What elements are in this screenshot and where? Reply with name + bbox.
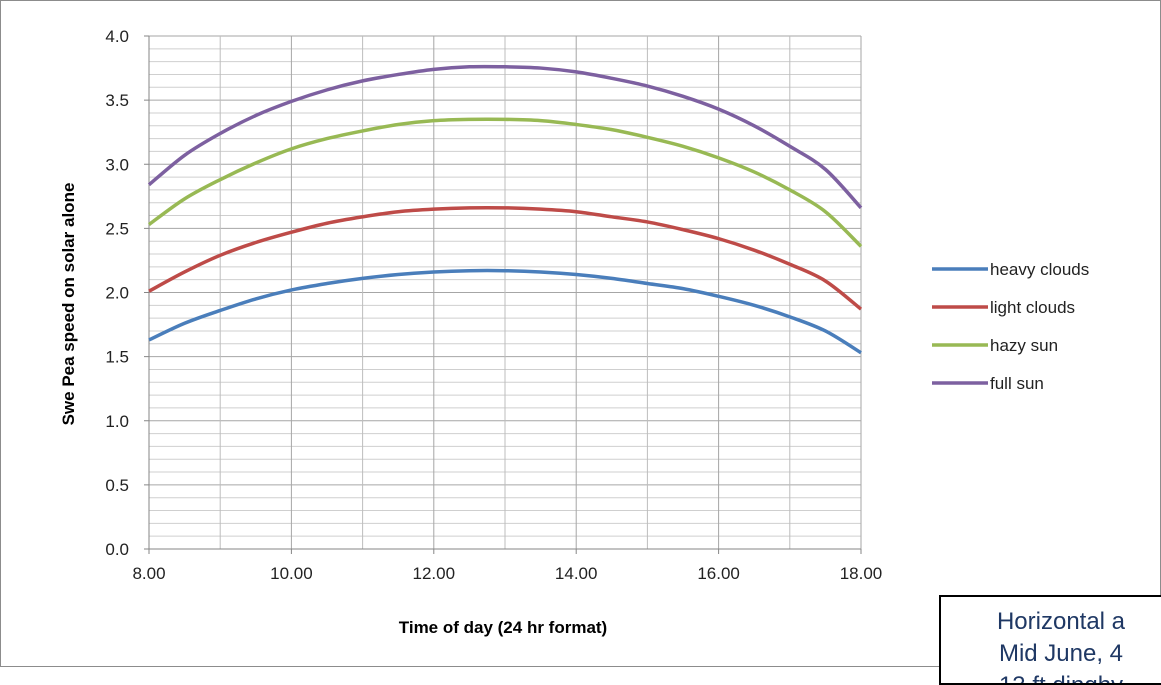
- series-line-light-clouds: [148, 205, 863, 311]
- legend-label-heavy-clouds: heavy clouds: [990, 260, 1089, 279]
- note-box: Horizontal a Mid June, 4 13 ft dinghy: [939, 595, 1161, 685]
- line-chart: 8.00 10.00 12.00 14.00 16.00 18.00 0.0 0.5 1.0 1…: [59, 27, 1089, 637]
- note-line: 13 ft dinghy: [941, 671, 1161, 683]
- y-tick-label: 0.5: [105, 476, 129, 495]
- y-tick-label: 3.5: [105, 91, 129, 110]
- y-tick-label: 1.0: [105, 412, 129, 431]
- legend-label-light-clouds: light clouds: [990, 298, 1075, 317]
- series-lines: [147, 64, 863, 355]
- x-tick-label: 14.00: [555, 564, 598, 583]
- y-tick-label: 4.0: [105, 27, 129, 46]
- legend-label-hazy-sun: hazy sun: [990, 336, 1058, 355]
- y-tick-label: 1.5: [105, 348, 129, 367]
- y-tick-labels: 0.0 0.5 1.0 1.5 2.0 2.5 3.0 3.5 4.0: [105, 27, 129, 559]
- x-axis-title: Time of day (24 hr format): [399, 618, 607, 637]
- x-tick-label: 10.00: [270, 564, 313, 583]
- legend: heavy clouds light clouds hazy sun full sun: [932, 260, 1089, 393]
- x-tick-label: 18.00: [840, 564, 883, 583]
- x-tick-labels: 8.00 10.00 12.00 14.00 16.00 18.00: [132, 564, 882, 583]
- y-tick-label: 2.0: [105, 284, 129, 303]
- y-tick-label: 2.5: [105, 219, 129, 238]
- grid: [148, 35, 862, 550]
- x-tick-label: 12.00: [413, 564, 456, 583]
- series-line-heavy-clouds: [148, 268, 862, 355]
- x-tick-label: 16.00: [697, 564, 740, 583]
- legend-label-full-sun: full sun: [990, 374, 1044, 393]
- chart-frame: [0, 0, 1161, 667]
- y-tick-label: 0.0: [105, 540, 129, 559]
- y-tick-label: 3.0: [105, 155, 129, 174]
- y-axis-title: Swe Pea speed on solar alone: [59, 183, 78, 426]
- note-line: Mid June, 4: [998, 640, 1124, 667]
- x-tick-label: 8.00: [132, 564, 165, 583]
- note-line: Horizontal a: [996, 608, 1126, 635]
- axes: [144, 35, 862, 554]
- series-line-hazy-sun: [147, 117, 863, 248]
- series-line-full-sun: [147, 64, 863, 210]
